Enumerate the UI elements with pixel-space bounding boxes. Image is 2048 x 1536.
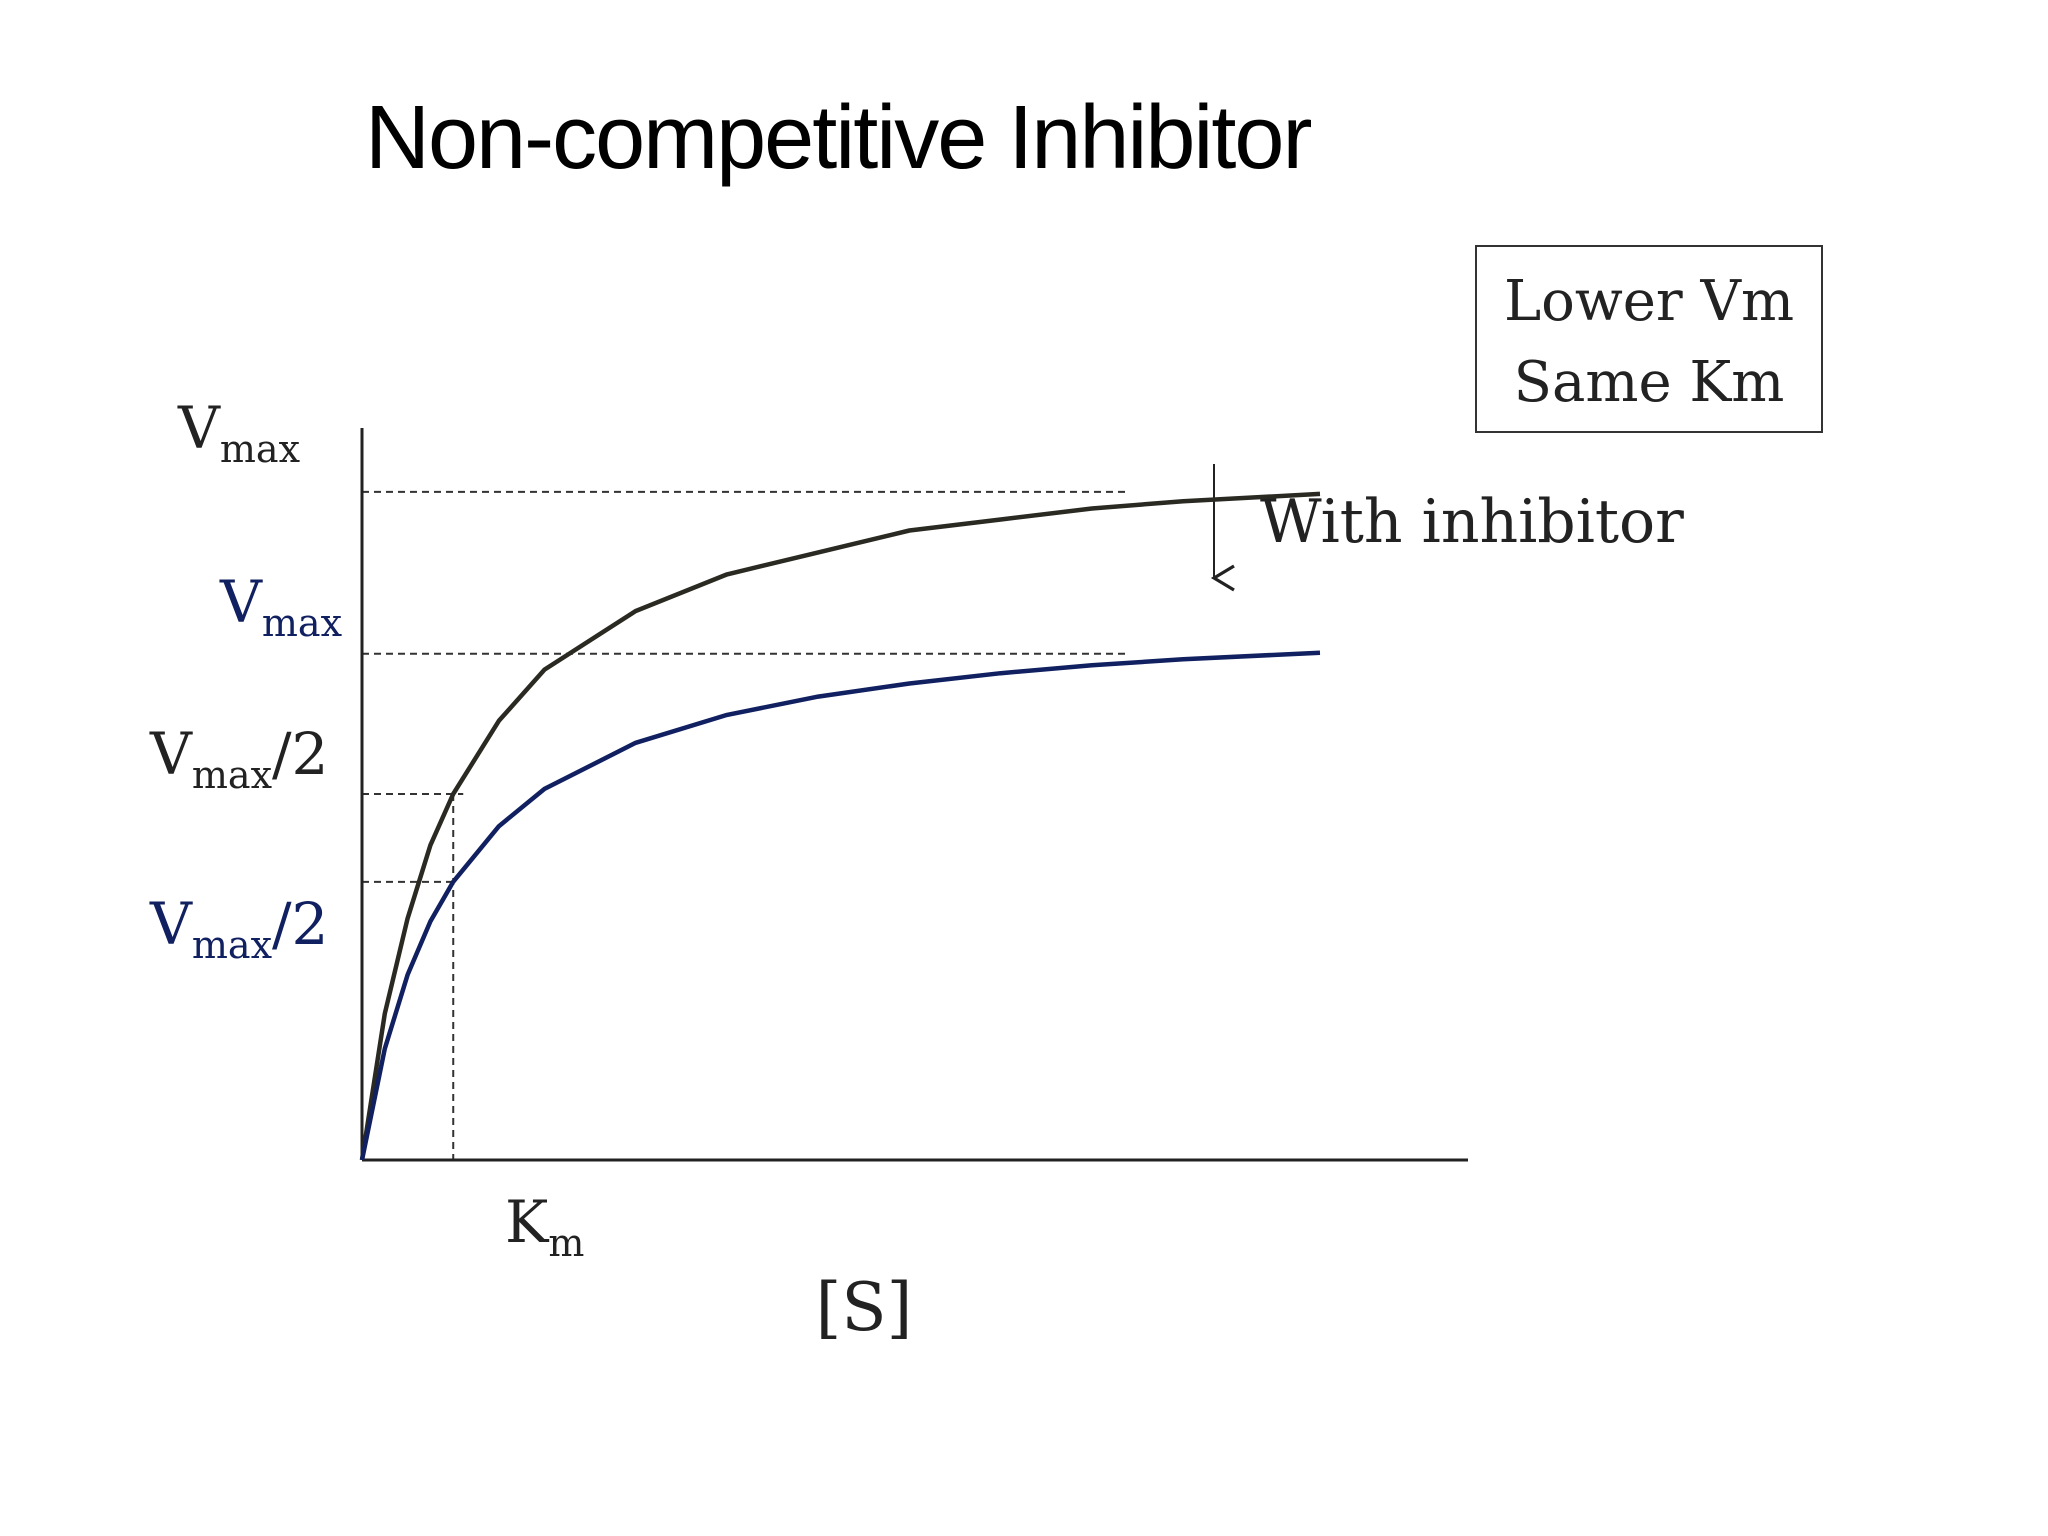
note-box: [1475, 245, 1823, 433]
note-line-2: Same Km: [1514, 350, 1785, 415]
x-label-km: Km: [505, 1188, 584, 1265]
y-label-vmax-half-inhibited: Vmax/2: [149, 890, 328, 967]
y-label-vmax-half: Vmax/2: [149, 720, 328, 797]
arrow-label: With inhibitor: [1260, 487, 1684, 557]
note-line-1: Lower Vm: [1504, 269, 1794, 334]
x-axis-label: [S]: [816, 1269, 913, 1346]
guide-lines: [362, 490, 1128, 1160]
chart-title: Non-competitive Inhibitor: [365, 88, 1311, 188]
curve-no-inhibitor: [359, 491, 1321, 1161]
curve-with-inhibitor: [359, 650, 1321, 1161]
y-label-vmax: Vmax: [177, 394, 300, 471]
curves: [359, 491, 1321, 1161]
y-label-vmax-inhibited: Vmax: [219, 568, 342, 645]
